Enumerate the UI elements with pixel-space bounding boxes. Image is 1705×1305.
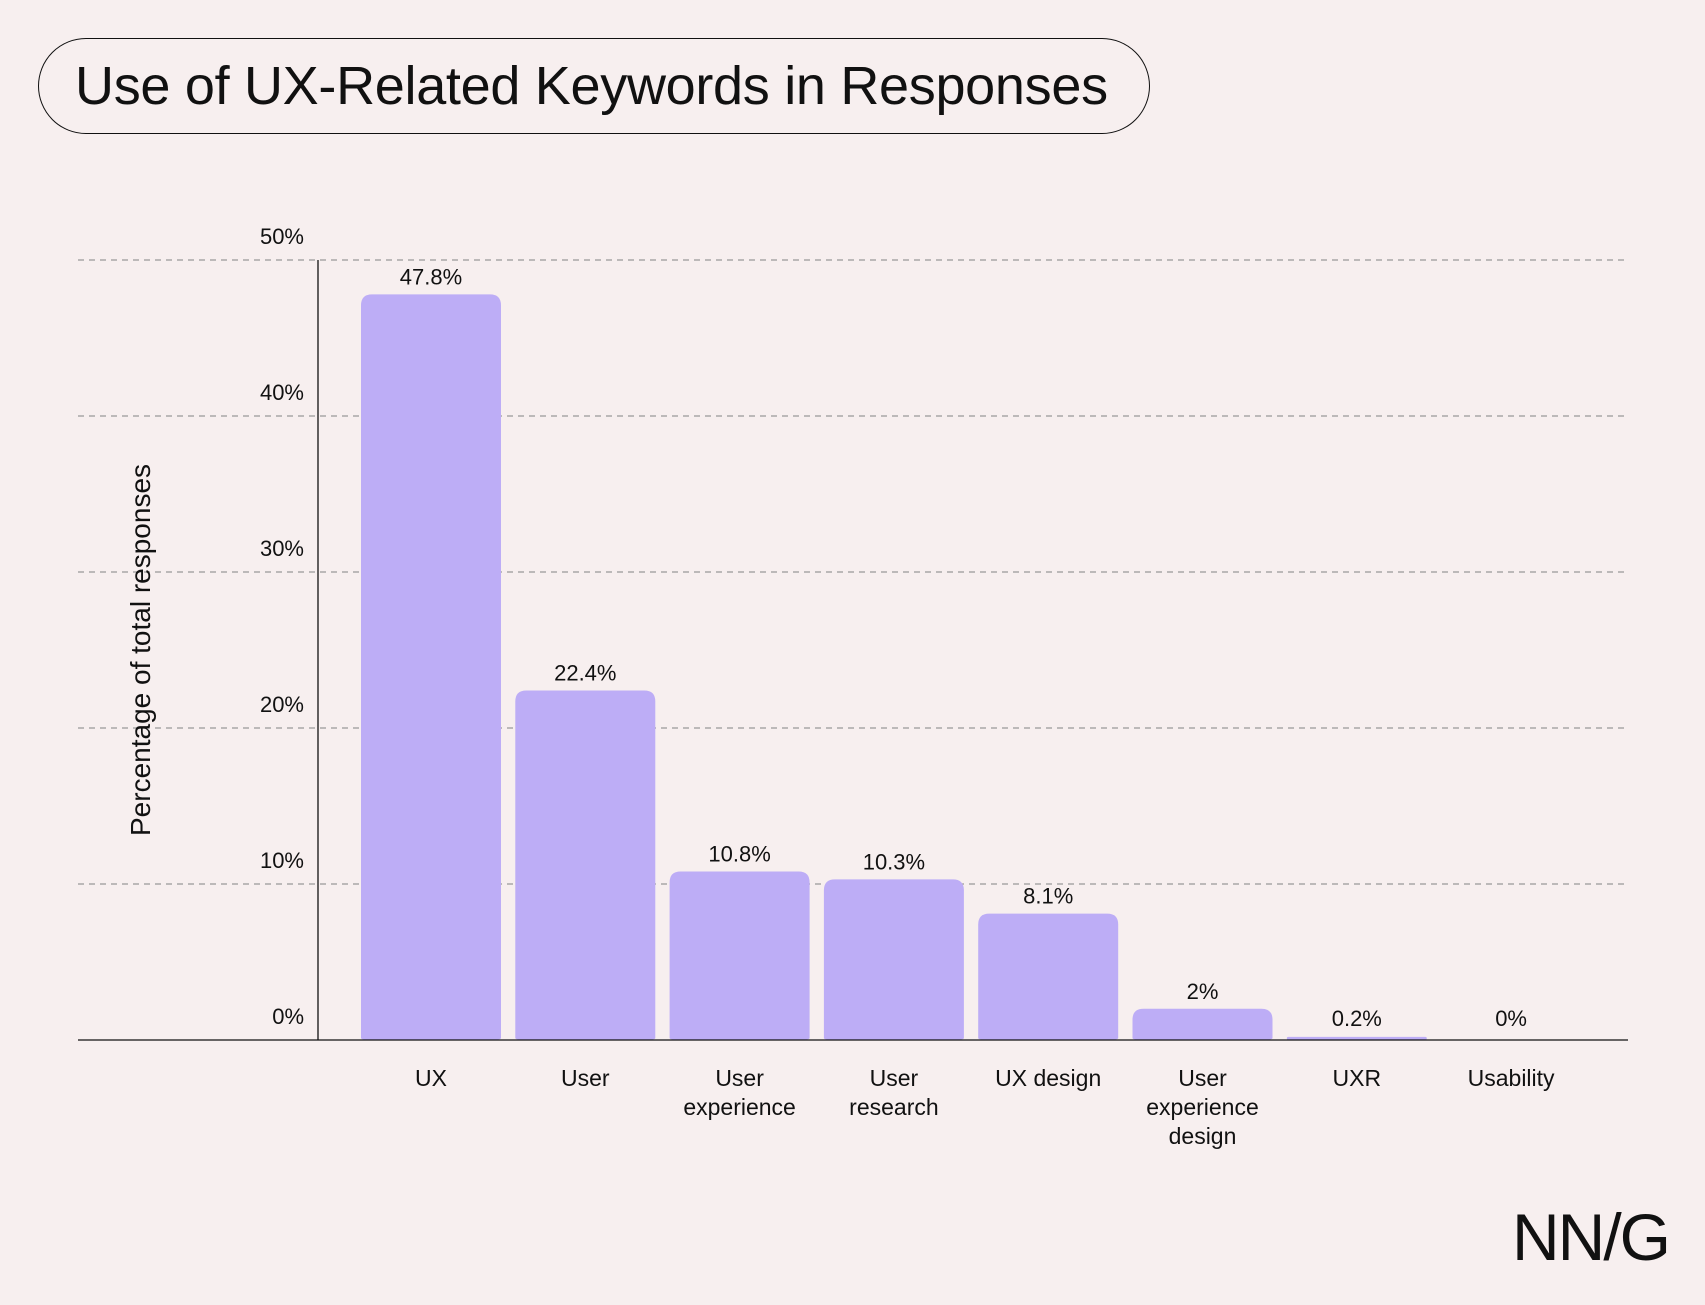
x-tick-label: UX design [995,1065,1101,1091]
y-tick-label: 0% [272,1004,304,1029]
y-axis-title: Percentage of total responses [125,464,156,836]
x-tick-label: User [561,1065,610,1091]
data-label: 10.3% [863,849,925,874]
bar [669,871,810,1040]
data-label: 2% [1187,979,1219,1004]
chart-title-pill: Use of UX-Related Keywords in Responses [38,38,1150,134]
bar [978,913,1119,1040]
bar [515,690,656,1040]
data-label: 22.4% [554,661,616,686]
bars [361,294,1427,1040]
x-tick-label: UXR [1333,1065,1382,1091]
y-tick-label: 50% [260,224,304,249]
gridlines [78,259,1628,885]
bar [823,879,964,1040]
chart-title: Use of UX-Related Keywords in Responses [75,56,1108,116]
y-tick-label: 30% [260,536,304,561]
bar [1132,1008,1273,1040]
y-tick-label: 20% [260,692,304,717]
data-label: 10.8% [708,842,770,867]
bar [361,294,501,1040]
nng-logo: NN/G [1512,1200,1671,1274]
data-label: 8.1% [1023,884,1073,909]
data-label: 0.2% [1332,1006,1382,1031]
bar [1286,1036,1427,1040]
axes [78,260,1628,1041]
labels: 0% 10% 20% 30% 40% 50% Percentage of total res… [125,224,1555,1149]
y-tick-label: 40% [260,380,304,405]
x-tick-label: User research [849,1065,938,1120]
data-label: 0% [1495,1006,1527,1031]
y-tick-label: 10% [260,848,304,873]
x-tick-label: Usability [1468,1065,1555,1091]
x-tick-label: UX [415,1065,447,1091]
x-tick-label: User experience design [1146,1065,1259,1149]
data-label: 47.8% [400,264,462,289]
x-tick-label: User experience [683,1065,796,1120]
